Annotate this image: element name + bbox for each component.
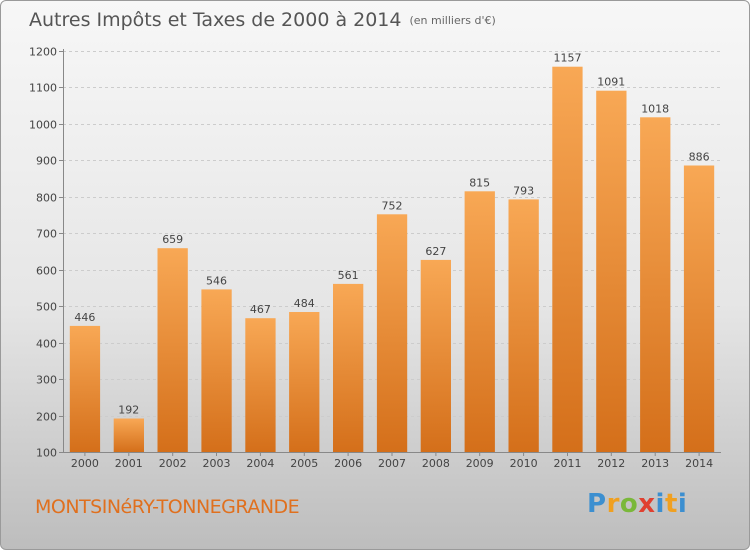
x-tick-label: 2002 <box>159 457 187 470</box>
logo-letter: P <box>587 489 607 519</box>
bar <box>552 66 583 452</box>
logo-letter: t <box>664 489 678 519</box>
y-tick-label: 800 <box>36 192 57 205</box>
chart-unit: (en milliers d'€) <box>409 14 496 27</box>
data-label: 546 <box>206 274 227 287</box>
logo-letter: x <box>638 489 656 519</box>
x-tick-label: 2005 <box>290 457 318 470</box>
chart-title-text: Autres Impôts et Taxes de 2000 à 2014 <box>29 9 402 31</box>
bar <box>113 418 144 452</box>
x-tick-label: 2000 <box>71 457 99 470</box>
x-tick-label: 2012 <box>597 457 625 470</box>
city-name: MONTSINéRY-TONNEGRANDE <box>35 496 300 518</box>
data-label: 467 <box>250 303 271 316</box>
data-label: 446 <box>74 311 95 324</box>
x-tick-label: 2014 <box>685 457 713 470</box>
y-tick-label: 100 <box>36 447 57 460</box>
x-tick-label: 2009 <box>466 457 494 470</box>
data-label: 484 <box>294 297 315 310</box>
x-tick-label: 2003 <box>203 457 231 470</box>
bar <box>508 199 539 452</box>
bar <box>464 191 495 453</box>
x-tick-label: 2006 <box>334 457 362 470</box>
labels: 446 192 659 546 467 484 561 752 627 815 793 1157 109… <box>74 52 709 417</box>
bar <box>640 117 671 453</box>
data-label: 1157 <box>554 52 582 65</box>
bar <box>289 312 320 452</box>
logo-letter: i <box>655 489 665 519</box>
bar <box>333 283 364 452</box>
chart-title: Autres Impôts et Taxes de 2000 à 2014 (en… <box>29 9 496 31</box>
x-tick-label: 2001 <box>115 457 143 470</box>
data-label: 627 <box>425 245 446 258</box>
y-tick-label: 400 <box>36 338 57 351</box>
y-tick-label: 600 <box>36 265 57 278</box>
axes: 100 200 300 400 500 600 700 800 900 1000 1100 1200 2… <box>29 46 721 470</box>
bar <box>683 165 715 452</box>
data-label: 793 <box>513 184 534 197</box>
logo-letter: i <box>677 489 688 519</box>
logo-letter: o <box>619 489 639 519</box>
data-label: 192 <box>118 404 139 417</box>
y-tick-label: 500 <box>36 301 57 314</box>
data-label: 659 <box>162 233 183 246</box>
bar <box>596 90 627 452</box>
data-label: 1018 <box>641 102 669 115</box>
x-tick-label: 2010 <box>510 457 538 470</box>
data-label: 752 <box>382 199 403 212</box>
y-tick-label: 300 <box>36 374 57 387</box>
data-label: 886 <box>689 151 710 164</box>
x-tick-label: 2008 <box>422 457 450 470</box>
bar <box>157 248 188 452</box>
y-tick-label: 1000 <box>29 119 57 132</box>
x-tick-label: 2004 <box>246 457 274 470</box>
bar <box>420 259 451 452</box>
data-label: 561 <box>338 269 359 282</box>
bar <box>245 318 276 452</box>
x-tick-label: 2007 <box>378 457 406 470</box>
bar <box>376 214 408 452</box>
bar <box>69 325 101 452</box>
y-tick-label: 1200 <box>29 46 57 59</box>
x-tick-label: 2011 <box>554 457 582 470</box>
y-tick-label: 200 <box>36 411 57 424</box>
proxiti-logo[interactable]: Proxiti <box>587 489 687 519</box>
data-label: 1091 <box>597 76 625 89</box>
bar <box>201 289 232 452</box>
y-tick-label: 1100 <box>29 82 57 95</box>
data-label: 815 <box>469 176 490 189</box>
bars <box>69 66 715 453</box>
logo-letter: r <box>606 489 620 519</box>
y-tick-label: 700 <box>36 228 57 241</box>
y-tick-label: 900 <box>36 155 57 168</box>
x-tick-label: 2013 <box>641 457 669 470</box>
